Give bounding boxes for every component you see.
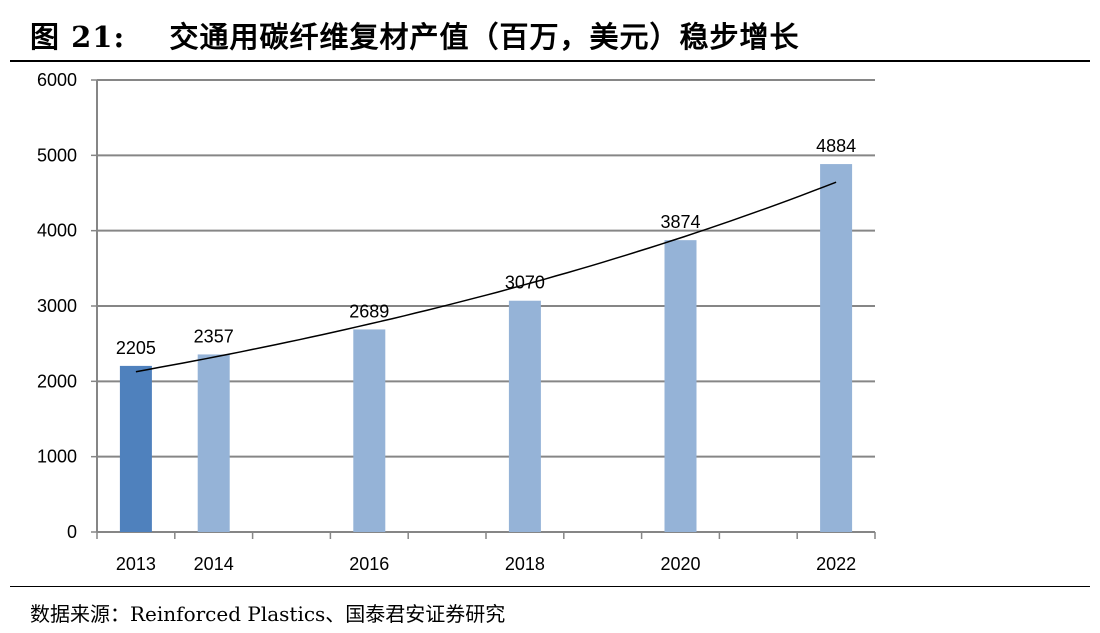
bar (508, 300, 541, 532)
data-label: 2689 (349, 301, 389, 321)
bar (197, 354, 230, 532)
data-label: 4884 (816, 136, 856, 156)
source-note: 数据来源：Reinforced Plastics、国泰君安证券研究 (30, 602, 506, 626)
x-tick-label: 2022 (816, 554, 856, 574)
y-tick-label: 0 (67, 522, 77, 542)
y-tick-label: 1000 (37, 447, 77, 467)
bottom-divider (10, 586, 1090, 587)
data-label: 3070 (505, 273, 545, 293)
y-tick-label: 5000 (37, 145, 77, 165)
y-tick-label: 3000 (37, 296, 77, 316)
y-tick-label: 4000 (37, 221, 77, 241)
bar (353, 329, 386, 532)
x-tick-label: 2020 (660, 554, 700, 574)
top-divider (10, 60, 1090, 62)
bar (820, 164, 853, 532)
trendline (135, 181, 837, 373)
data-label: 2357 (194, 326, 234, 346)
data-label: 3874 (660, 212, 700, 232)
y-tick-label: 2000 (37, 371, 77, 391)
x-tick-label: 2018 (505, 554, 545, 574)
figure-title: 图 21: 交通用碳纤维复材产值（百万，美元）稳步增长 (30, 20, 800, 54)
data-label: 2205 (116, 338, 156, 358)
bar (664, 240, 697, 532)
x-tick-label: 2016 (349, 554, 389, 574)
x-tick-label: 2014 (194, 554, 234, 574)
x-tick-label: 2013 (116, 554, 156, 574)
y-tick-label: 6000 (37, 70, 77, 90)
bar (119, 365, 152, 532)
